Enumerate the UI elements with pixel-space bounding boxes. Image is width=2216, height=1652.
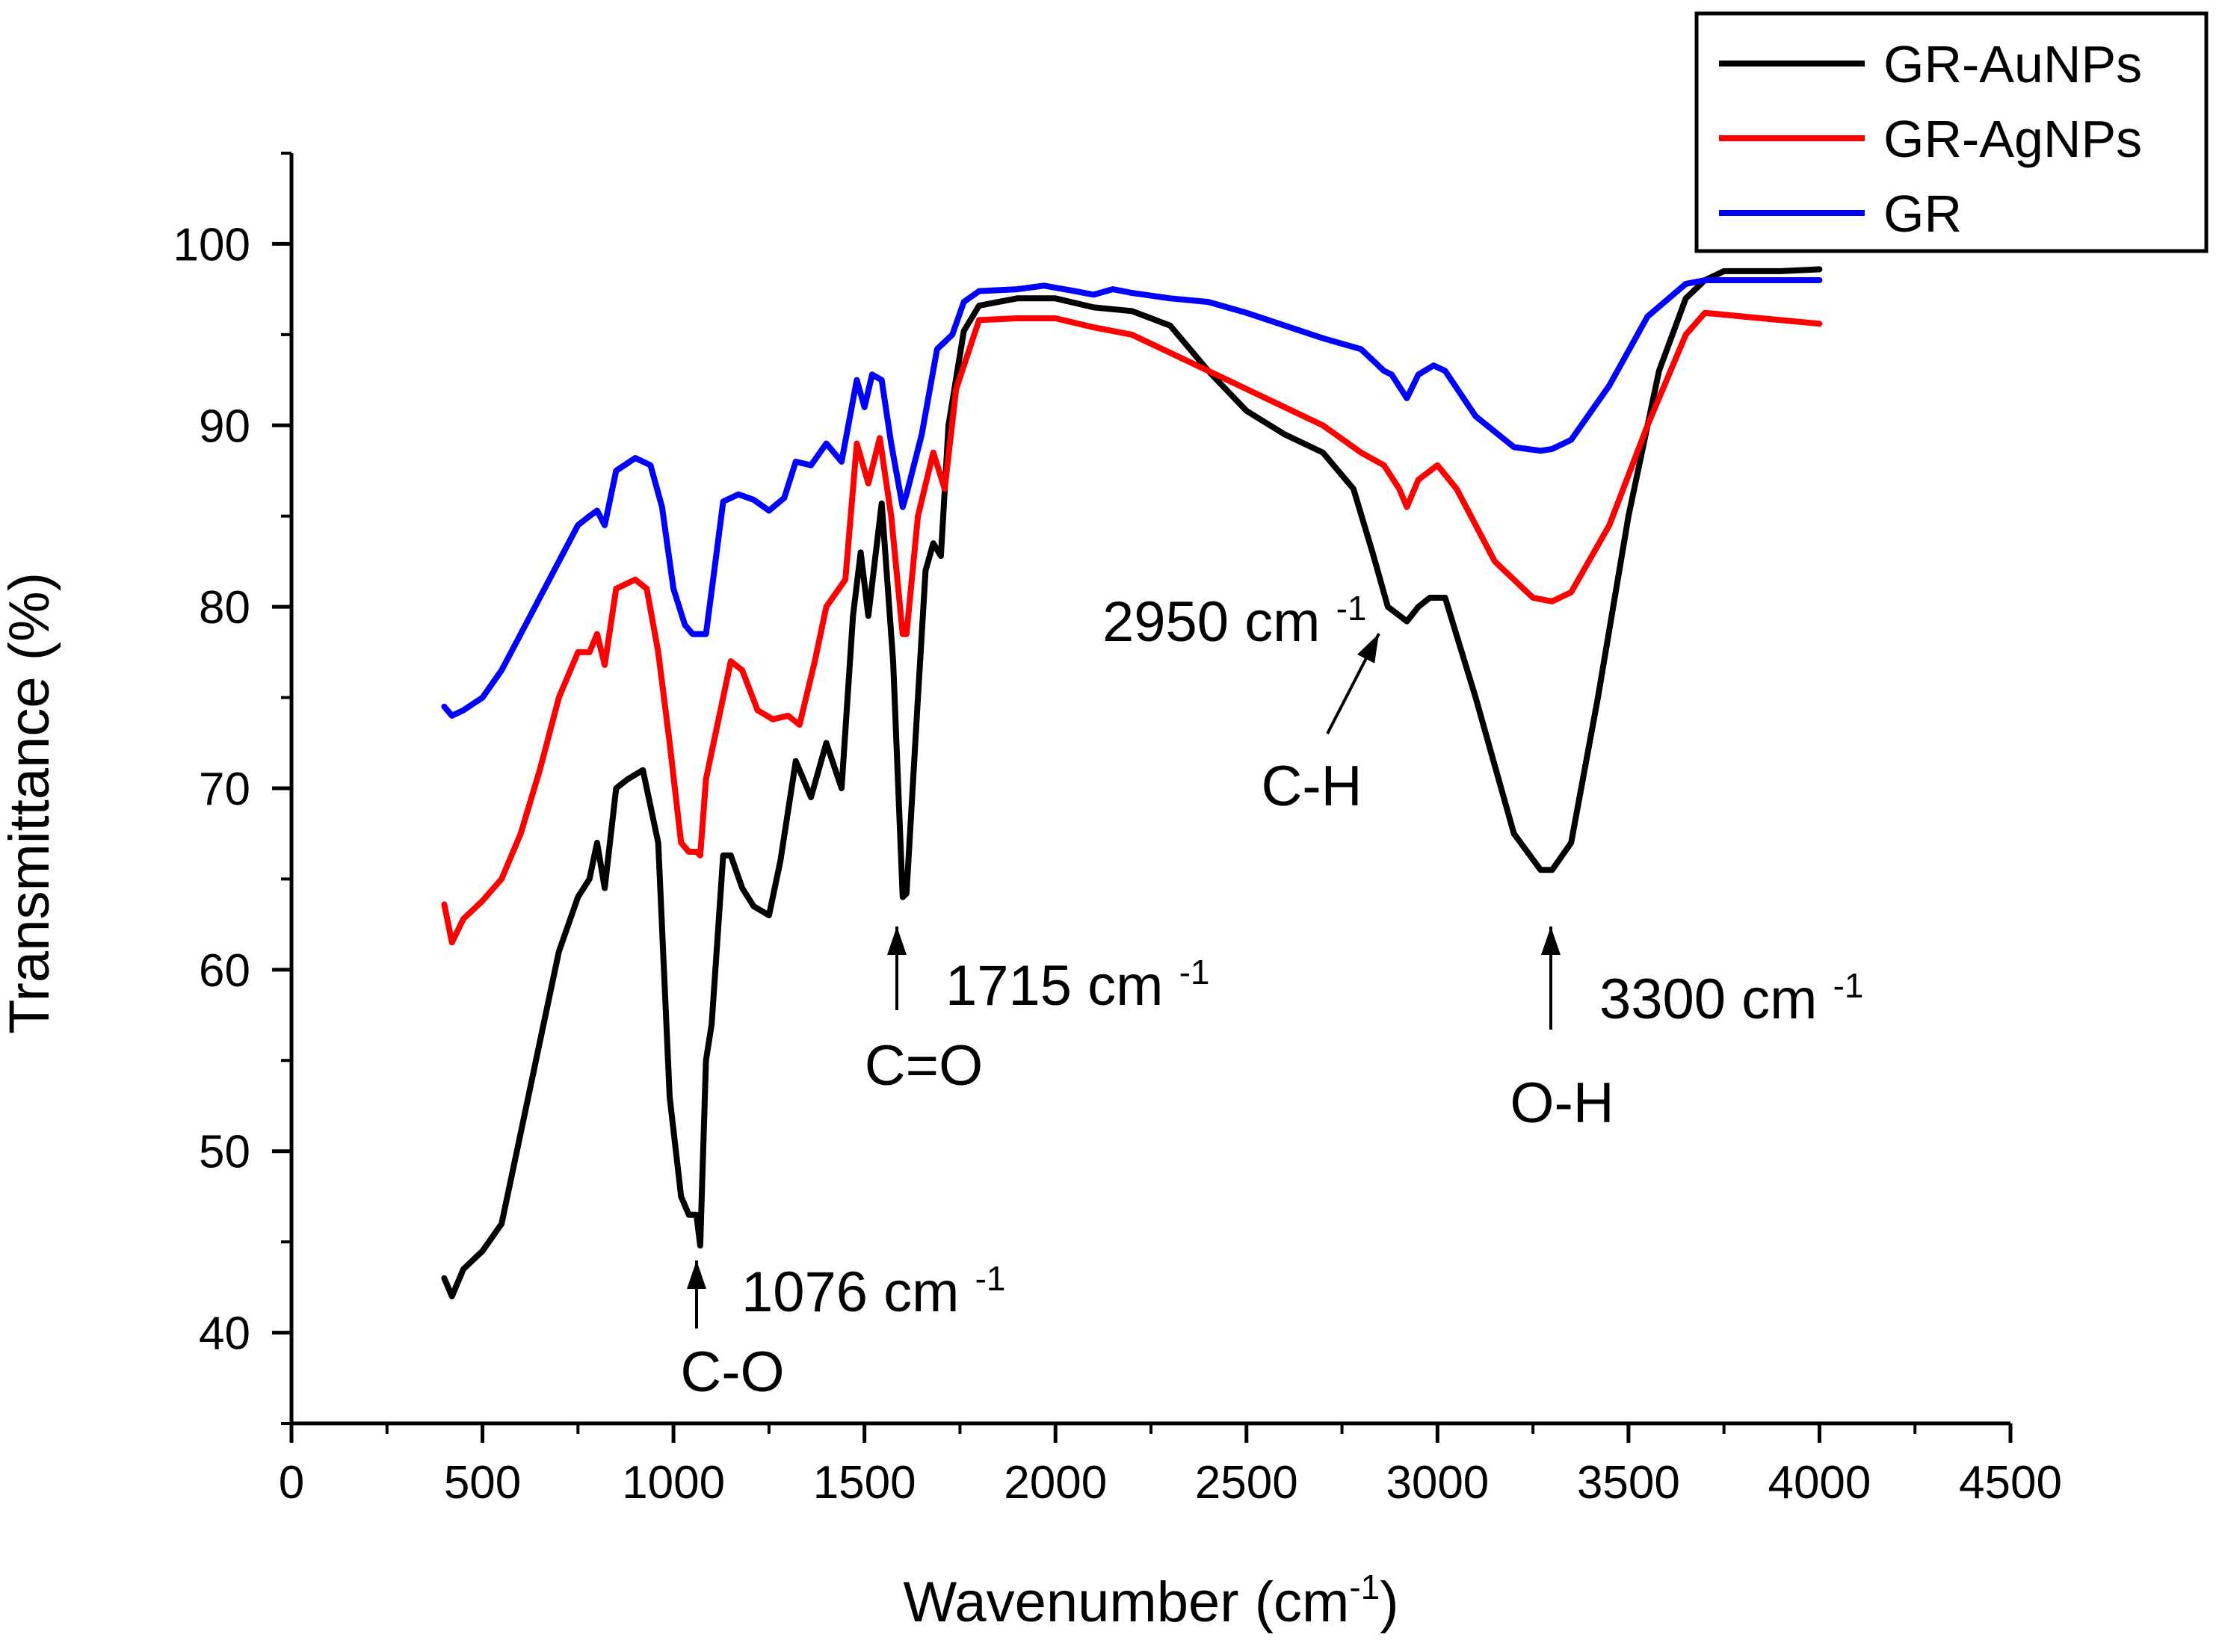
annotation-arrowhead	[1357, 634, 1379, 663]
x-tick-label: 500	[444, 1457, 521, 1509]
annotation-arrowhead	[1541, 926, 1561, 955]
annotation-layer: 1076 cm -1 C-O 1715 cm -1 C=O 2950 cm -1 C-H 3…	[680, 589, 1863, 1404]
peak-label: 1076 cm -1	[741, 1259, 1006, 1324]
y-tick-label: 40	[199, 1308, 250, 1360]
x-tick-label: 2000	[1004, 1457, 1107, 1509]
legend-label: GR-AgNPs	[1883, 110, 2142, 168]
legend-label: GR	[1883, 185, 1962, 243]
y-tick-label: 60	[199, 945, 250, 997]
group-label: C-O	[680, 1340, 784, 1404]
series-layer	[441, 266, 1823, 1299]
x-tick-label: 0	[279, 1457, 304, 1509]
group-label: O-H	[1510, 1071, 1614, 1135]
legend-label: GR-AuNPs	[1883, 35, 2142, 93]
x-axis-ticks: 0 500 1000 1500 2000 2500 3000 3500 4000 4500	[279, 1423, 2062, 1509]
x-tick-label: 3000	[1386, 1457, 1489, 1509]
x-tick-label: 1000	[622, 1457, 725, 1509]
series-line-gr-aunps	[441, 266, 1823, 1299]
peak-label: 1715 cm -1	[945, 953, 1210, 1018]
series-line-gr	[441, 277, 1823, 719]
x-axis-title: Wavenumber (cm-1)	[903, 1568, 1398, 1634]
x-tick-label: 2500	[1195, 1457, 1298, 1509]
peak-label: 3300 cm -1	[1599, 966, 1864, 1031]
y-tick-label: 80	[199, 582, 250, 634]
x-tick-label: 4500	[1959, 1457, 2062, 1509]
y-axis-ticks: 40 50 60 70 80 90 100	[173, 152, 291, 1425]
y-tick-label: 100	[173, 219, 250, 270]
group-label: C=O	[865, 1034, 983, 1098]
annotation-arrowhead	[687, 1260, 706, 1289]
x-tick-label: 4000	[1768, 1457, 1871, 1509]
axes-layer: 0 500 1000 1500 2000 2500 3000 3500 4000 4500 40 5…	[173, 152, 2062, 1509]
legend: GR-AuNPs GR-AgNPs GR	[1694, 11, 2209, 253]
y-tick-label: 70	[199, 764, 250, 815]
peak-label: 2950 cm -1	[1102, 589, 1367, 654]
x-tick-label: 3500	[1577, 1457, 1680, 1509]
y-tick-label: 90	[199, 400, 250, 452]
annotation-arrowhead	[887, 926, 907, 955]
y-axis-title: Transmittance (%)	[0, 572, 61, 1034]
y-tick-label: 50	[199, 1127, 250, 1178]
series-line-gr-agnps	[441, 309, 1823, 946]
group-label: C-H	[1261, 755, 1362, 818]
x-tick-label: 1500	[813, 1457, 916, 1509]
